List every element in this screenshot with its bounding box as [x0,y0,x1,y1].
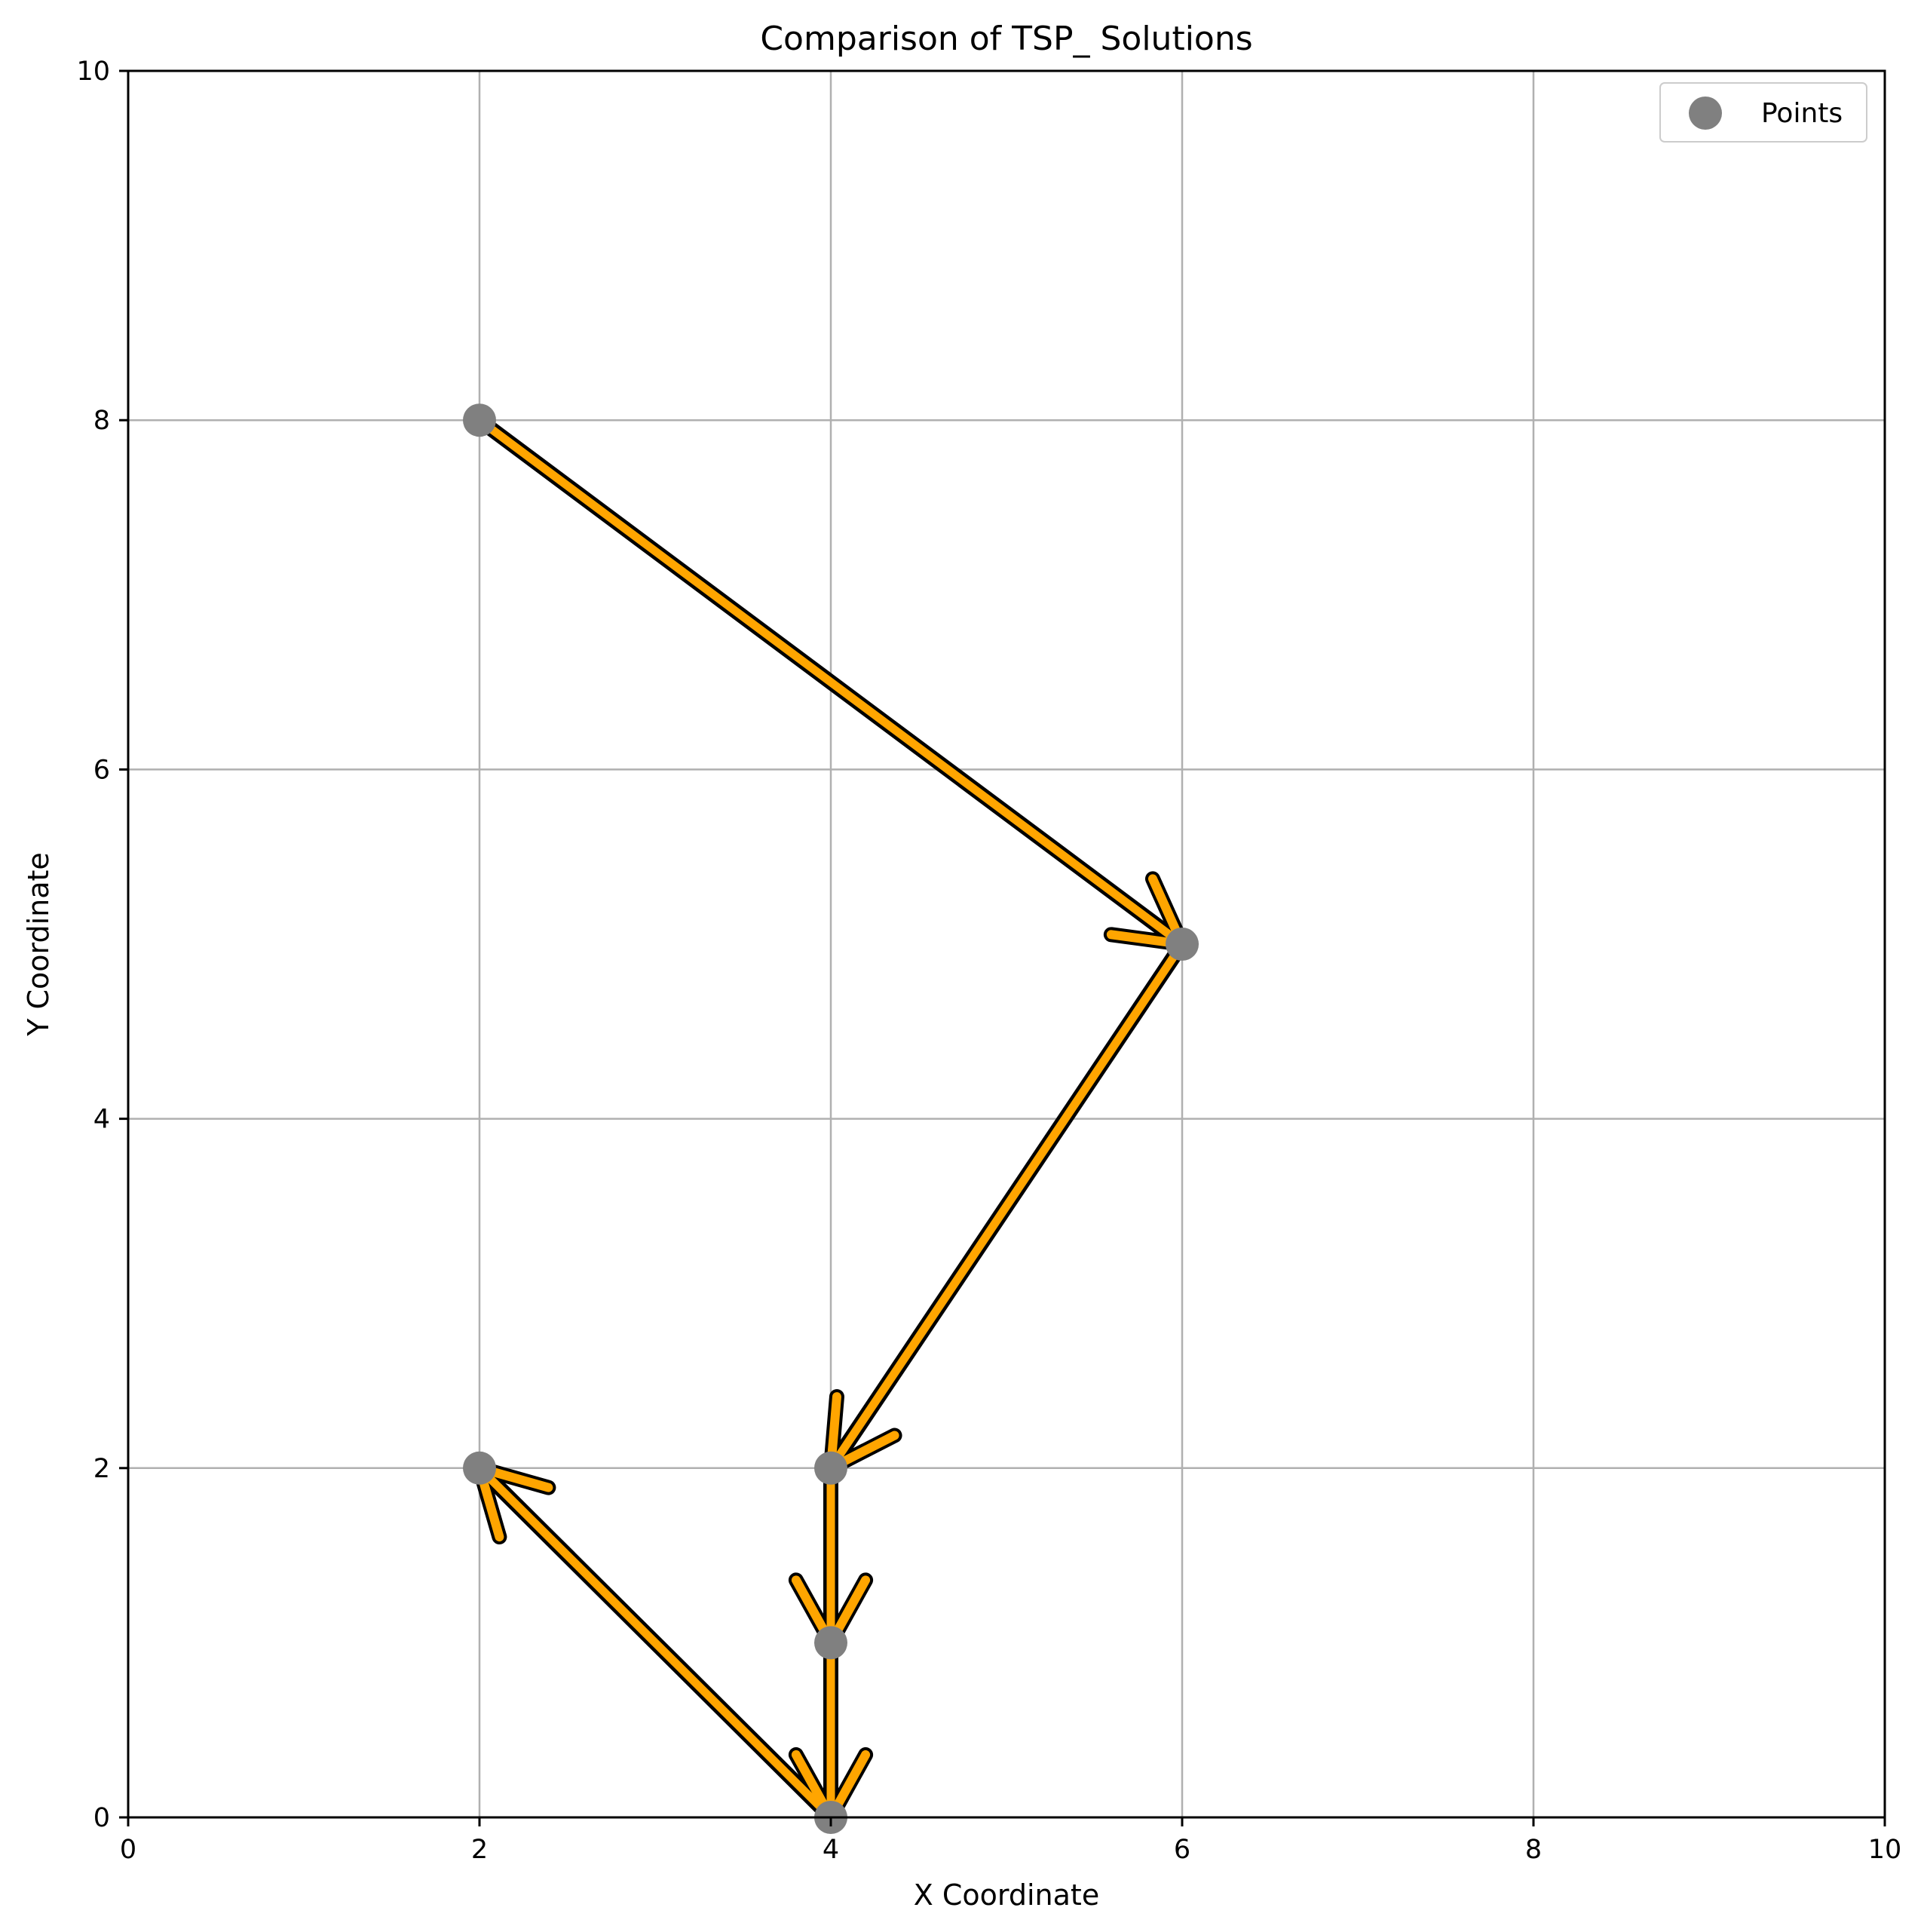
data-point [463,1451,496,1485]
route-arrow-1-shaft [827,941,1186,1470]
route-arrow-0-shaft [476,416,1185,948]
chart-title: Comparison of TSP_ Solutions [760,20,1252,58]
x-tick-label: 4 [823,1835,839,1865]
x-tick-label: 6 [1174,1835,1190,1865]
legend-marker-points [1689,97,1722,130]
y-tick-label: 2 [93,1454,110,1484]
ticks: 0 2 4 6 8 10 0 2 4 6 8 10 [76,57,1901,1865]
x-tick-label: 8 [1525,1835,1542,1865]
x-tick-label: 0 [120,1835,136,1865]
route-arrow-4-shaft [476,1464,834,1820]
series-layer [472,414,1190,1825]
y-axis-label: Y Coordinate [22,852,55,1037]
x-tick-label: 10 [1868,1835,1902,1865]
y-tick-label: 10 [76,57,110,87]
x-tick-label: 2 [471,1835,488,1865]
y-tick-label: 4 [93,1105,110,1135]
data-point [814,1451,847,1485]
data-point [814,1626,847,1660]
legend: Points [1659,82,1867,143]
plot-frame [127,69,1886,1819]
y-tick-label: 0 [93,1803,110,1833]
data-point [1166,928,1199,961]
x-axis-label: X Coordinate [914,1878,1099,1912]
data-point [463,403,496,437]
legend-label-points: Points [1761,98,1843,129]
y-tick-label: 6 [93,755,110,785]
y-tick-label: 8 [93,406,110,436]
